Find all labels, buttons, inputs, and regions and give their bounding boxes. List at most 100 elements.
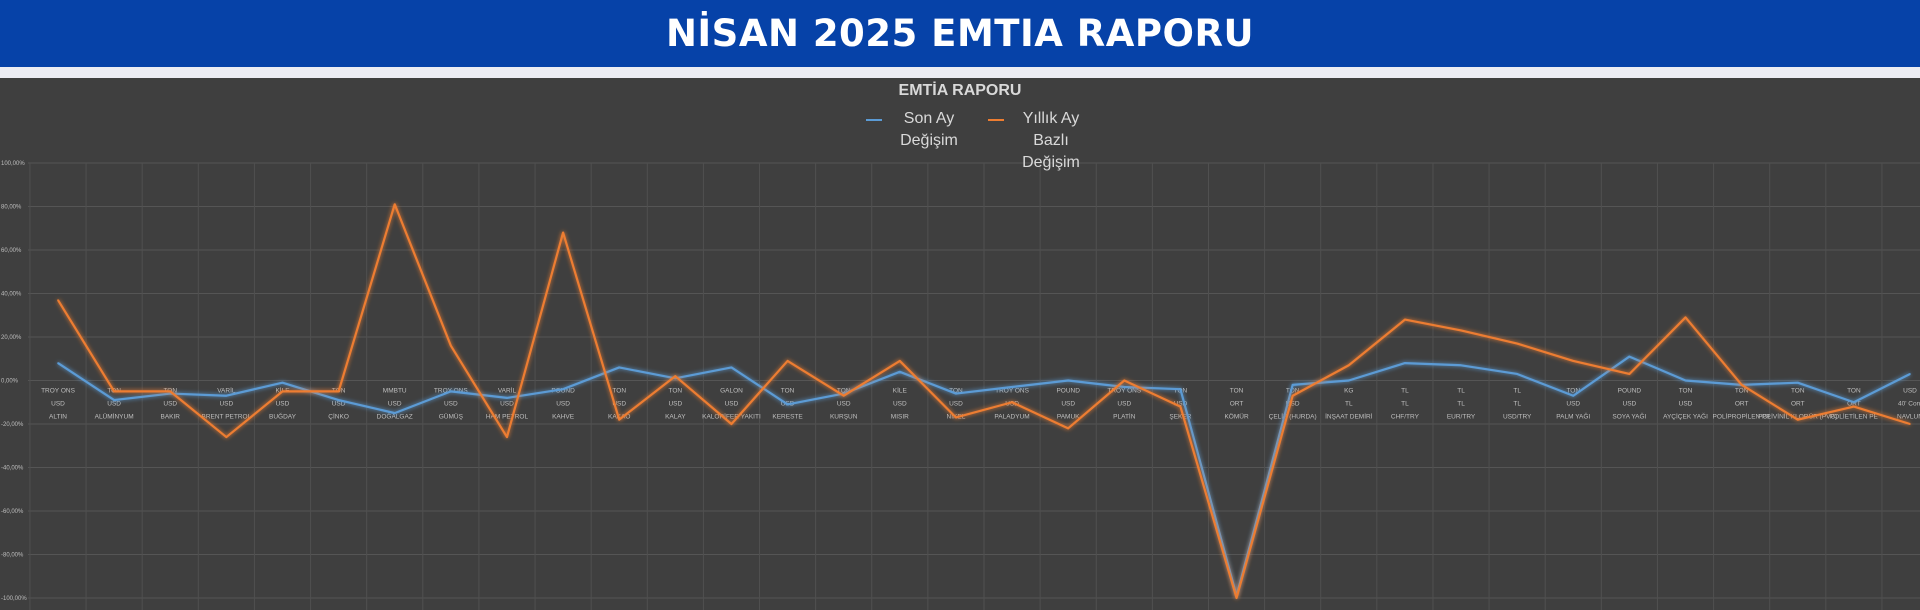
- category-label: USD: [163, 401, 177, 408]
- data-point: [450, 344, 452, 347]
- category-label: ORT: [1791, 401, 1805, 408]
- data-point: [1179, 405, 1182, 408]
- category-label: USD: [388, 401, 402, 408]
- data-point: [1684, 316, 1687, 319]
- category-label: HAM PETROL: [486, 414, 529, 421]
- data-point: [1853, 405, 1855, 408]
- category-label: ORT: [1847, 401, 1861, 408]
- category-label: TON: [1566, 388, 1580, 395]
- data-point: [113, 399, 115, 401]
- category-label: TON: [1286, 388, 1300, 395]
- data-point: [450, 390, 452, 393]
- category-label: USD: [1903, 388, 1917, 395]
- y-tick-label: -20,00%: [1, 422, 24, 428]
- data-point: [955, 392, 957, 395]
- data-point: [1628, 355, 1631, 358]
- y-tick-label: -80,00%: [1, 553, 24, 559]
- category-label: BUĞDAY: [269, 412, 297, 421]
- category-label: USD: [1566, 401, 1580, 408]
- category-label: KAHVE: [552, 414, 575, 421]
- category-label: USD: [612, 401, 626, 408]
- legend-item-yillik: Yıllık Ay Bazlı Değişim: [988, 108, 1096, 174]
- category-label: USD: [949, 401, 963, 408]
- data-point: [1123, 379, 1126, 382]
- y-tick-label: -100,00%: [1, 596, 27, 602]
- series-line-1: [57, 203, 1911, 600]
- category-label: KALAY: [665, 414, 686, 421]
- category-label: USD: [1286, 401, 1300, 408]
- data-point: [1740, 384, 1743, 386]
- category-label: TON: [781, 388, 795, 395]
- category-label: USD: [837, 401, 851, 408]
- data-point: [1572, 360, 1575, 362]
- category-label: USD: [668, 401, 682, 408]
- data-point: [1572, 394, 1575, 397]
- category-label: ALTIN: [49, 414, 67, 421]
- category-label: TL: [1513, 401, 1521, 408]
- category-label: MMBTU: [383, 388, 407, 395]
- category-label: TL: [1457, 401, 1465, 408]
- data-point: [281, 390, 284, 393]
- y-tick-label: 20,00%: [1, 335, 22, 341]
- data-point: [1291, 384, 1294, 386]
- data-point: [842, 392, 845, 395]
- category-label: TL: [1457, 388, 1465, 395]
- category-label: TON: [949, 388, 963, 395]
- data-point: [113, 390, 115, 393]
- data-point: [1011, 386, 1013, 388]
- data-point: [1179, 388, 1182, 391]
- data-point: [1516, 373, 1518, 375]
- report-banner: NİSAN 2025 EMTIA RAPORU: [0, 0, 1920, 67]
- category-label: CHF/TRY: [1391, 414, 1420, 421]
- data-point: [955, 416, 957, 419]
- category-label: TON: [669, 388, 683, 395]
- category-label: SOYA YAĞI: [1612, 412, 1646, 421]
- category-label: ORT: [1735, 401, 1749, 408]
- category-label: TROY ONS: [1107, 388, 1141, 395]
- data-point: [1404, 318, 1406, 321]
- category-label: GÜMÜŞ: [439, 413, 464, 421]
- category-label: TL: [1513, 388, 1521, 395]
- category-label: TON: [1735, 388, 1749, 395]
- data-point: [786, 403, 789, 406]
- data-point: [730, 423, 733, 425]
- category-label: USD/TRY: [1503, 414, 1532, 421]
- category-label: USD: [1005, 401, 1019, 408]
- data-point: [1460, 364, 1462, 367]
- y-tick-label: 40,00%: [1, 292, 22, 298]
- data-point: [899, 371, 901, 373]
- data-point: [1460, 329, 1462, 332]
- category-label: TON: [612, 388, 626, 395]
- category-label: USD: [444, 401, 458, 408]
- data-point: [225, 394, 228, 397]
- category-label: VARİL: [217, 386, 236, 395]
- chart-area: EMTİA RAPORU Son Ay Değişim Yıllık Ay Ba…: [0, 78, 1920, 610]
- legend-swatch-yillik: [988, 119, 1004, 121]
- category-label: USD: [1623, 401, 1637, 408]
- category-label: KURŞUN: [830, 414, 858, 421]
- data-point: [786, 360, 789, 362]
- data-point: [1235, 597, 1238, 599]
- category-label: TROY ONS: [995, 388, 1029, 395]
- data-point: [1516, 342, 1518, 345]
- legend-label-yillik: Yıllık Ay Bazlı Değişim: [1022, 110, 1080, 171]
- data-point: [281, 381, 284, 384]
- chart-title: EMTİA RAPORU: [898, 82, 1022, 99]
- data-point: [899, 360, 901, 362]
- category-label: USD: [332, 401, 346, 408]
- y-tick-label: 60,00%: [1, 248, 22, 254]
- category-label: TROY ONS: [41, 388, 75, 395]
- data-point: [1291, 394, 1294, 397]
- report-title: NİSAN 2025 EMTIA RAPORU: [665, 12, 1255, 55]
- data-point: [1123, 386, 1126, 388]
- category-label: VARİL: [498, 386, 517, 395]
- category-label: TON: [1847, 388, 1861, 395]
- data-point: [1011, 401, 1013, 404]
- line-chart: 100,00% 80,00% 60,00% 40,00% 20,00% 0,00% -20,…: [1, 161, 1920, 610]
- category-label: DOĞALGAZ: [377, 412, 413, 421]
- category-label: PALADYUM: [994, 414, 1029, 421]
- category-label: USD: [107, 401, 121, 408]
- category-label: GALON: [720, 388, 743, 395]
- data-point: [1067, 379, 1069, 382]
- category-label: KİLE: [893, 386, 908, 395]
